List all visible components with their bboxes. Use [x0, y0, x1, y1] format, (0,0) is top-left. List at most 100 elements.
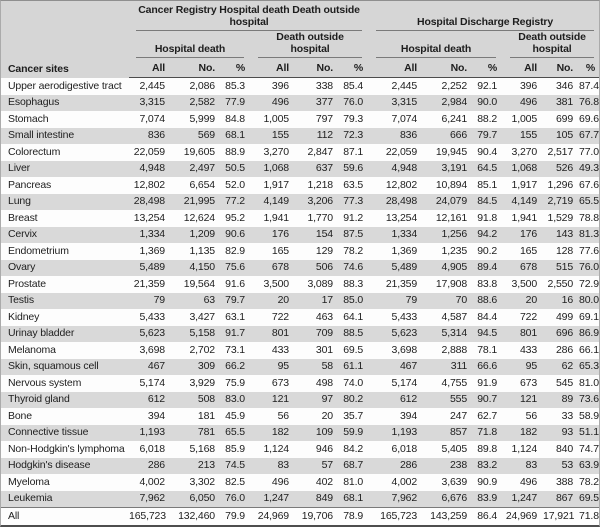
value-cell: 394: [369, 408, 424, 425]
value-cell: 4,948: [129, 160, 171, 178]
value-cell: 78.2: [339, 243, 370, 260]
value-cell: 121: [251, 391, 295, 409]
value-cell: 58.9: [579, 408, 599, 425]
value-cell: 1,218: [295, 177, 339, 194]
value-cell: 4,150: [171, 259, 221, 277]
value-cell: 946: [295, 441, 339, 458]
value-cell: 12,624: [171, 210, 221, 227]
value-cell: 5,433: [129, 309, 171, 326]
value-cell: 71.8: [579, 507, 599, 525]
value-cell: 2,582: [171, 94, 221, 112]
value-cell: 238: [423, 457, 474, 475]
value-cell: 109: [295, 424, 339, 442]
value-cell: 4,755: [423, 375, 474, 392]
value-cell: 6,050: [171, 490, 221, 508]
value-cell: 165,723: [129, 507, 171, 525]
value-cell: 90.9: [473, 474, 504, 491]
value-cell: 59.6: [339, 160, 370, 178]
value-cell: 13,254: [369, 210, 424, 227]
value-cell: 66.2: [221, 358, 251, 376]
value-cell: 709: [295, 325, 339, 343]
value-cell: 5,174: [129, 375, 171, 392]
value-cell: 496: [503, 474, 544, 491]
value-cell: 86.4: [473, 507, 504, 525]
value-cell: 17,921: [543, 507, 580, 525]
col-header-pct: %: [473, 58, 504, 78]
value-cell: 90.0: [473, 94, 504, 112]
value-cell: 20: [295, 408, 339, 425]
value-cell: 2,719: [543, 193, 580, 211]
value-cell: 79.7: [473, 127, 504, 145]
table-row: Urinay bladder 5,623 5,158 91.7 801 709 88.5 5,…: [1, 325, 599, 343]
value-cell: 19,706: [295, 507, 339, 525]
value-cell: 59.9: [339, 424, 370, 442]
value-cell: 89.8: [473, 441, 504, 458]
cancer-site-label: Liver: [1, 160, 129, 178]
value-cell: 73.1: [221, 342, 251, 359]
value-cell: 85.4: [339, 77, 370, 95]
table-row: Cervix 1,334 1,209 90.6 176 154 87.5 1,334 1,256…: [1, 226, 599, 244]
value-cell: 61.1: [339, 358, 370, 376]
value-cell: 678: [503, 259, 544, 277]
value-cell: 433: [503, 342, 544, 359]
value-cell: 63.5: [339, 177, 370, 194]
value-cell: 1,334: [369, 226, 424, 244]
value-cell: 545: [543, 375, 580, 392]
value-cell: 91.8: [473, 210, 504, 227]
value-cell: 22,059: [129, 144, 171, 161]
value-cell: 85.9: [221, 441, 251, 458]
cancer-site-label: Colorectum: [1, 144, 129, 161]
subgroup-hospital-death-2: Hospital death: [369, 31, 504, 58]
value-cell: 28,498: [129, 193, 171, 211]
value-cell: 77.0: [579, 144, 599, 161]
value-cell: 16: [543, 292, 580, 310]
value-cell: 76.0: [221, 490, 251, 508]
value-cell: 286: [369, 457, 424, 475]
col-header-no: No.: [171, 58, 221, 78]
value-cell: 74.6: [339, 259, 370, 277]
value-cell: 381: [543, 94, 580, 112]
cancer-site-label: Small intestine: [1, 127, 129, 145]
group-header-row: Cancer sites Cancer Registry Hospital de…: [1, 1, 599, 78]
value-cell: 81.0: [579, 375, 599, 392]
value-cell: 182: [251, 424, 295, 442]
value-cell: 1,529: [543, 210, 580, 227]
value-cell: 1,941: [251, 210, 295, 227]
value-cell: 849: [295, 490, 339, 508]
value-cell: 63.1: [221, 309, 251, 326]
value-cell: 155: [503, 127, 544, 145]
value-cell: 1,247: [251, 490, 295, 508]
value-cell: 165: [503, 243, 544, 260]
value-cell: 506: [295, 259, 339, 277]
col-header-pct: %: [339, 58, 370, 78]
value-cell: 696: [543, 325, 580, 343]
value-cell: 72.9: [579, 276, 599, 293]
value-cell: 2,086: [171, 77, 221, 95]
value-cell: 396: [503, 77, 544, 95]
value-cell: 83.0: [221, 391, 251, 409]
table-body: Upper aerodigestive tract 2,445 2,086 85.3 3…: [1, 77, 599, 525]
value-cell: 467: [369, 358, 424, 376]
value-cell: 143,259: [423, 507, 474, 525]
value-cell: 83.8: [473, 276, 504, 293]
value-cell: 73.6: [579, 391, 599, 409]
value-cell: 63: [171, 292, 221, 310]
value-cell: 1,005: [251, 111, 295, 128]
value-cell: 12,802: [369, 177, 424, 194]
col-header-pct: %: [579, 58, 599, 78]
value-cell: 69.5: [579, 490, 599, 508]
cancer-site-label: Endometrium: [1, 243, 129, 260]
value-cell: 88.6: [473, 292, 504, 310]
cancer-site-label: Connective tissue: [1, 424, 129, 442]
col-header-no: No.: [423, 58, 474, 78]
value-cell: 95: [251, 358, 295, 376]
value-cell: 88.3: [339, 276, 370, 293]
value-cell: 867: [543, 490, 580, 508]
value-cell: 88.5: [339, 325, 370, 343]
cancer-site-label: Hodgkin's disease: [1, 457, 129, 475]
value-cell: 666: [423, 127, 474, 145]
value-cell: 88.2: [473, 111, 504, 128]
table-row: Upper aerodigestive tract 2,445 2,086 85.3 3…: [1, 77, 599, 95]
value-cell: 71.8: [473, 424, 504, 442]
table-row: Myeloma 4,002 3,302 82.5 496 402 81.0 4,002 3,63…: [1, 474, 599, 491]
